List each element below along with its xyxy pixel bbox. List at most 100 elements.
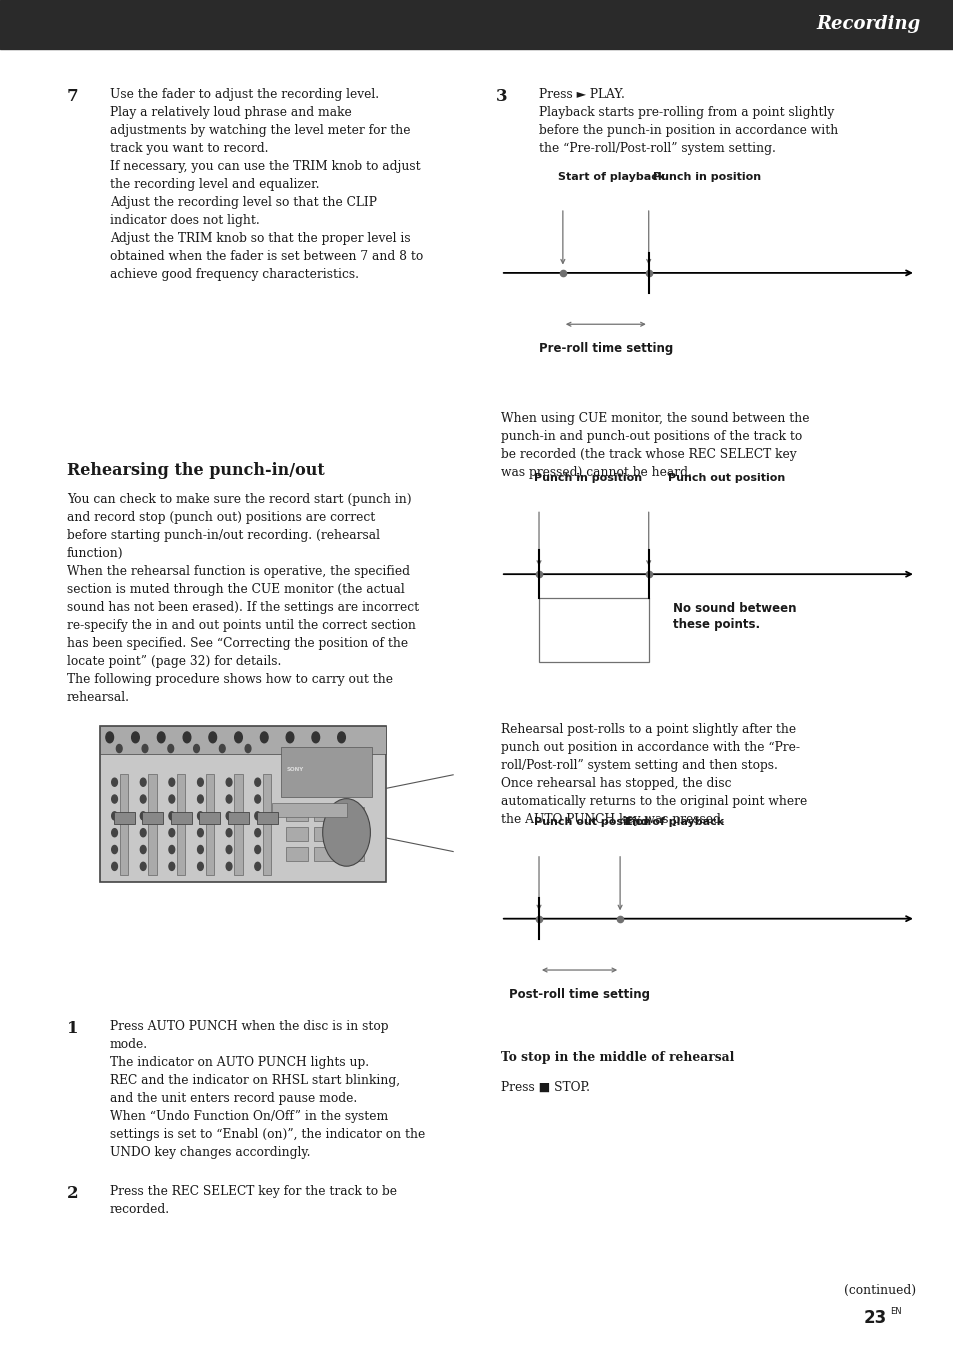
Circle shape — [112, 812, 117, 820]
Text: End of playback: End of playback — [624, 817, 723, 827]
Text: Punch out position: Punch out position — [534, 817, 651, 827]
Bar — [263, 774, 271, 875]
Bar — [342, 847, 364, 861]
Circle shape — [286, 732, 294, 743]
Text: (continued): (continued) — [842, 1283, 915, 1297]
Circle shape — [140, 846, 146, 854]
Text: Post-roll time setting: Post-roll time setting — [509, 988, 649, 1001]
Circle shape — [169, 828, 174, 836]
Text: Punch in position: Punch in position — [534, 473, 641, 482]
Circle shape — [226, 812, 232, 820]
Bar — [286, 807, 308, 821]
Circle shape — [226, 846, 232, 854]
Text: Start of playback: Start of playback — [558, 172, 664, 181]
Bar — [177, 774, 185, 875]
Text: 1: 1 — [67, 1020, 78, 1038]
Bar — [281, 747, 372, 797]
Circle shape — [183, 732, 191, 743]
Circle shape — [197, 828, 203, 836]
Text: Press the REC SELECT key for the track to be
recorded.: Press the REC SELECT key for the track t… — [110, 1185, 396, 1216]
Bar — [171, 812, 192, 824]
Bar — [0, 0, 953, 49]
Circle shape — [116, 744, 122, 753]
Circle shape — [169, 778, 174, 786]
Bar — [100, 727, 386, 754]
Circle shape — [226, 794, 232, 802]
Text: Pre-roll time setting: Pre-roll time setting — [538, 342, 672, 355]
Circle shape — [254, 846, 260, 854]
Circle shape — [254, 794, 260, 802]
Bar — [228, 812, 249, 824]
Circle shape — [234, 732, 242, 743]
Text: Rehearsal post-rolls to a point slightly after the
punch out position in accorda: Rehearsal post-rolls to a point slightly… — [500, 723, 806, 825]
Text: Press AUTO PUNCH when the disc is in stop
mode.
The indicator on AUTO PUNCH ligh: Press AUTO PUNCH when the disc is in sto… — [110, 1020, 424, 1159]
Circle shape — [226, 778, 232, 786]
Circle shape — [337, 732, 345, 743]
Bar — [206, 774, 213, 875]
Circle shape — [254, 812, 260, 820]
Circle shape — [112, 846, 117, 854]
Text: No sound between
these points.: No sound between these points. — [672, 603, 795, 631]
Circle shape — [140, 812, 146, 820]
Bar — [314, 847, 335, 861]
Text: Punch in position: Punch in position — [653, 172, 760, 181]
Circle shape — [112, 828, 117, 836]
Bar — [286, 847, 308, 861]
Circle shape — [132, 732, 139, 743]
Circle shape — [157, 732, 165, 743]
Text: To stop in the middle of rehearsal: To stop in the middle of rehearsal — [500, 1051, 734, 1065]
Text: Press ■ STOP.: Press ■ STOP. — [500, 1081, 589, 1094]
Bar — [199, 812, 220, 824]
Circle shape — [197, 812, 203, 820]
Circle shape — [140, 828, 146, 836]
Text: When using CUE monitor, the sound between the
punch-in and punch-out positions o: When using CUE monitor, the sound betwee… — [500, 412, 808, 480]
Circle shape — [219, 744, 225, 753]
Circle shape — [312, 732, 319, 743]
Circle shape — [169, 794, 174, 802]
Circle shape — [140, 794, 146, 802]
Circle shape — [169, 812, 174, 820]
Bar — [538, 598, 648, 662]
Circle shape — [209, 732, 216, 743]
Text: You can check to make sure the record start (punch in)
and record stop (punch ou: You can check to make sure the record st… — [67, 493, 418, 704]
Bar — [314, 807, 335, 821]
Circle shape — [140, 778, 146, 786]
Bar — [272, 802, 347, 817]
Circle shape — [226, 828, 232, 836]
Text: Press ► PLAY.
Playback starts pre-rolling from a point slightly
before the punch: Press ► PLAY. Playback starts pre-rollin… — [538, 88, 838, 155]
Circle shape — [106, 732, 113, 743]
Circle shape — [197, 794, 203, 802]
Circle shape — [197, 846, 203, 854]
Text: SONY: SONY — [286, 767, 303, 773]
Text: Punch out position: Punch out position — [667, 473, 784, 482]
Circle shape — [112, 778, 117, 786]
Circle shape — [193, 744, 199, 753]
Circle shape — [245, 744, 251, 753]
Bar — [149, 774, 156, 875]
Text: 2: 2 — [67, 1185, 78, 1202]
Circle shape — [112, 862, 117, 870]
Text: Use the fader to adjust the recording level.
Play a relatively loud phrase and m: Use the fader to adjust the recording le… — [110, 88, 422, 281]
Circle shape — [254, 828, 260, 836]
Bar — [342, 807, 364, 821]
Circle shape — [169, 846, 174, 854]
Bar — [314, 827, 335, 842]
Circle shape — [169, 862, 174, 870]
Circle shape — [142, 744, 148, 753]
Bar — [286, 827, 308, 842]
Circle shape — [260, 732, 268, 743]
Circle shape — [254, 862, 260, 870]
Bar — [142, 812, 163, 824]
Bar — [113, 812, 134, 824]
Bar — [100, 727, 386, 882]
Text: 3: 3 — [496, 88, 507, 105]
Circle shape — [254, 778, 260, 786]
Circle shape — [226, 862, 232, 870]
Circle shape — [322, 798, 370, 866]
Bar — [342, 827, 364, 842]
Text: Recording: Recording — [816, 15, 920, 34]
Text: EN: EN — [889, 1306, 901, 1316]
Text: 23: 23 — [862, 1309, 885, 1327]
Bar — [234, 774, 242, 875]
Text: Rehearsing the punch-in/out: Rehearsing the punch-in/out — [67, 462, 324, 480]
